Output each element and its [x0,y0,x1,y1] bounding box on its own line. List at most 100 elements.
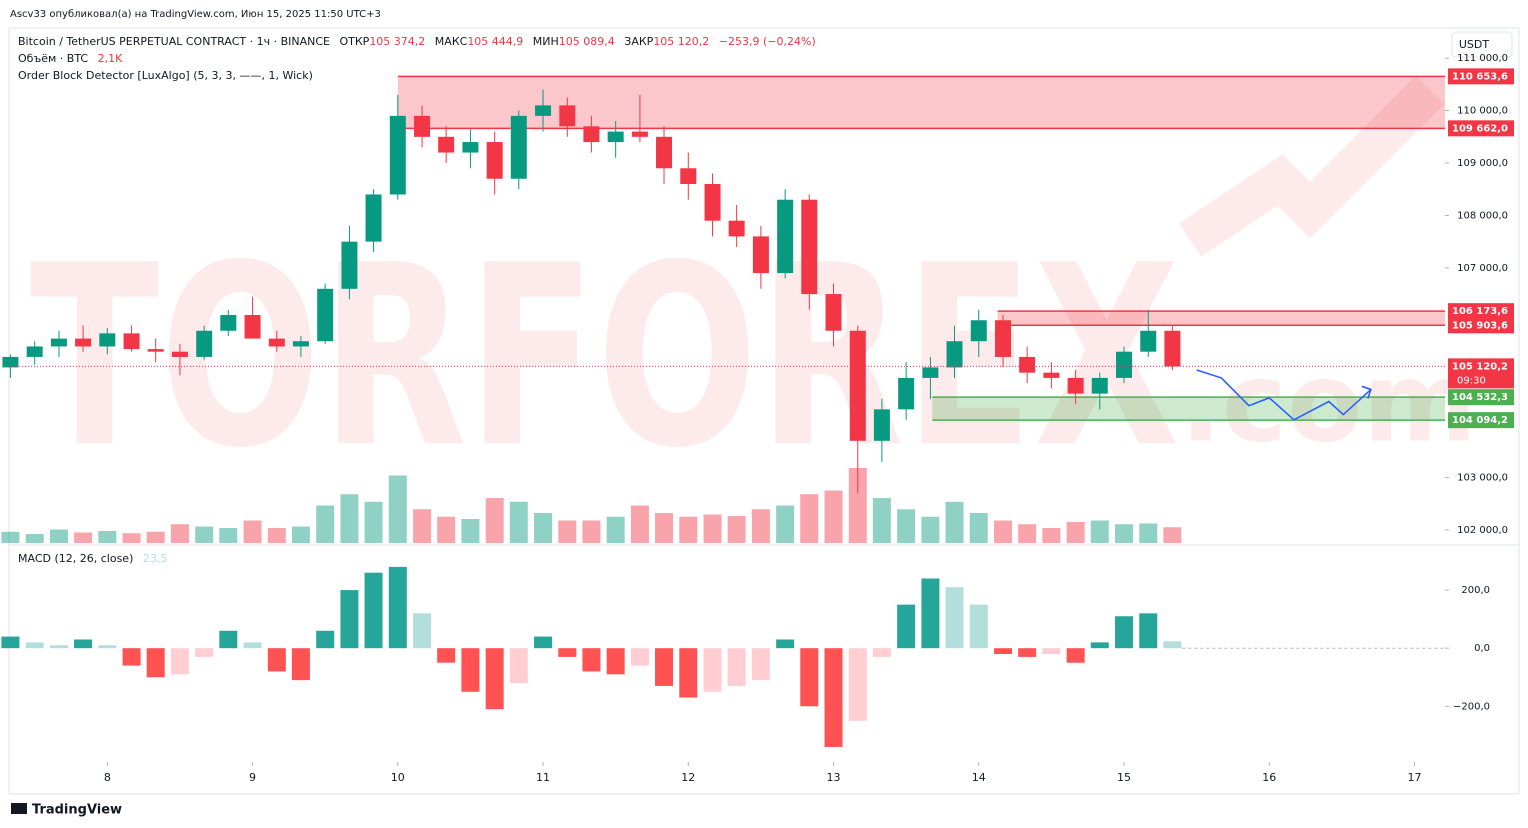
volume-bar [534,513,553,543]
candle-body [486,142,503,179]
volume-bar [872,498,891,543]
macd-bar [146,648,165,678]
macd-bar [170,648,189,675]
volume-bar [945,501,964,543]
candle-body [898,377,915,410]
volume-bar [1090,520,1109,543]
candle-body [365,194,382,242]
candle-body [123,333,140,350]
candle-body [196,330,213,357]
volume-bar [1115,524,1134,543]
macd-bar [49,645,68,649]
watermark-arrow [1178,75,1445,257]
currency[interactable]: USDT [1459,38,1490,51]
candle-body [728,220,745,237]
zone-price-label: 104 532,3 [1452,392,1508,403]
macd-bar [316,630,335,649]
x-tick-label: 8 [104,771,111,784]
macd-bar [485,648,504,710]
candle-body [559,105,576,127]
macd-last: 23,5 [143,552,168,565]
zone-price-box [1448,412,1514,429]
macd-bar [969,604,988,649]
tv-logo [11,803,27,814]
candle-body [1164,330,1181,367]
candle-body [341,241,358,289]
x-tick-label: 16 [1262,771,1276,784]
macd-bar [921,578,940,649]
macd-y-tick-label: 0,0 [1474,643,1490,654]
volume-bar [1066,522,1085,543]
volume-bar [243,520,262,543]
volume-bar [824,490,843,543]
macd-bar [1042,648,1061,654]
volume-bar [98,531,117,543]
macd-bar [800,648,819,707]
macd-bar [1090,642,1109,649]
macd-bar [1115,616,1134,649]
volume-bar [776,505,795,543]
volume-bar [195,526,214,543]
candle-body [752,236,769,274]
watermark: TORFOREX .com [30,75,1477,502]
change: −253,9 (−0,24%) [719,35,816,48]
macd-bar [413,613,432,649]
candle-body [1091,377,1108,394]
volume-last: 2,1K [98,52,123,65]
close: 105 120,2 [653,35,709,48]
macd-bar [679,648,698,698]
volume-bar [437,516,456,543]
candle-body [777,199,794,274]
x-tick-label: 12 [681,771,695,784]
macd-bar [534,636,553,649]
volume-bar [655,513,674,543]
x-tick-label: 11 [536,771,550,784]
macd-bar [98,645,117,649]
x-tick-label: 10 [391,771,405,784]
y-tick-label: 111 000,0 [1457,53,1508,64]
macd-bar [291,648,310,681]
last-price-label: 105 120,2 [1452,361,1508,372]
volume-bar [606,516,625,543]
watermark-main: TORFOREX [30,211,1180,502]
published: Ascv33 опубликовал(а) на TradingView.com… [10,9,381,20]
macd-bar [630,648,649,666]
macd-bar [340,590,359,649]
volume-bar [921,516,940,543]
candle-body [510,115,527,179]
volume-bar [630,505,649,543]
zone-price-label: 106 173,6 [1452,306,1508,317]
macd-bar [1066,648,1085,663]
candle-body [1067,377,1084,394]
volume-bar [703,514,722,543]
low: 105 089,4 [559,35,615,48]
volume-bar [1163,527,1182,543]
volume-bar [1,531,20,543]
volume-bar [897,509,916,543]
candle-body [438,136,455,153]
macd-label: MACD (12, 26, close) [18,552,133,565]
volume-bar [679,516,698,543]
macd-bar [195,648,214,657]
macd-bar [509,648,528,684]
zone-price-label: 105 903,6 [1452,320,1508,331]
indicator: Order Block Detector [LuxAlgo] (5, 3, 3,… [18,69,313,82]
candle-body [680,168,697,184]
y-tick-label: 109 000,0 [1457,158,1508,169]
footer: TradingView [32,803,122,818]
volume-bar [727,516,746,543]
volume-bar [509,501,528,543]
candle-body [849,330,866,441]
volume-bar [146,531,165,543]
currency-button[interactable] [1451,31,1513,58]
macd-bar [776,639,795,649]
candle-body [607,131,624,143]
macd-y-tick-label: −200,0 [1453,701,1490,712]
candle-body [873,409,890,441]
candle-body [656,136,673,169]
volume-bar [340,494,359,543]
chart-frame [8,27,1520,795]
candle-body [220,315,237,331]
y-tick-label: 103 000,0 [1457,472,1508,483]
